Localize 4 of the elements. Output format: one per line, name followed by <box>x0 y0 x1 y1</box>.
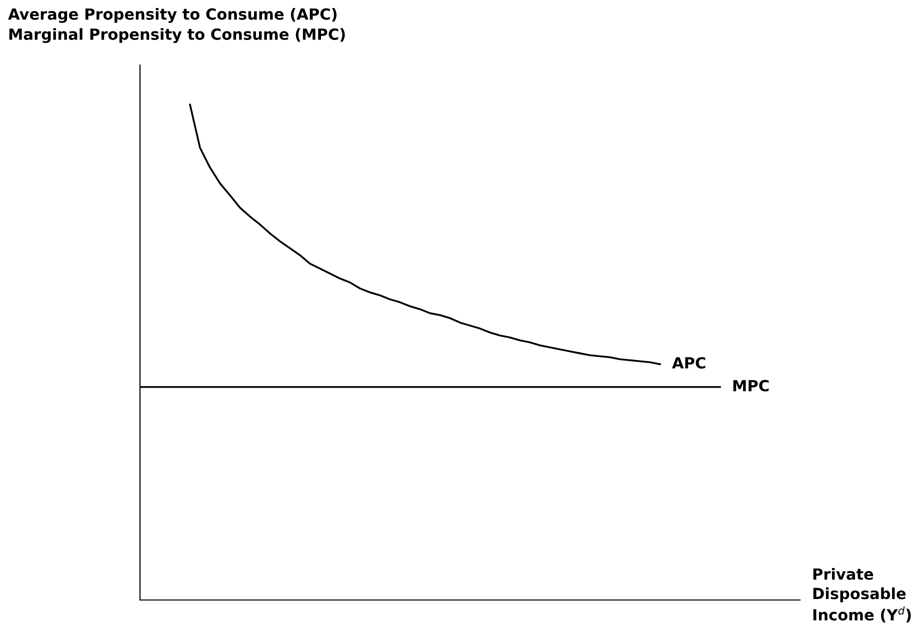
series-label: APC <box>672 357 706 369</box>
x-axis-title: Private Disposable Income (Y$^{d}$) <box>813 568 911 622</box>
series-label: MPC <box>733 380 769 392</box>
y-axis-title: Average Propensity to Consume (APC) Marginal Propensity to Consume (MPC) <box>8 8 345 44</box>
